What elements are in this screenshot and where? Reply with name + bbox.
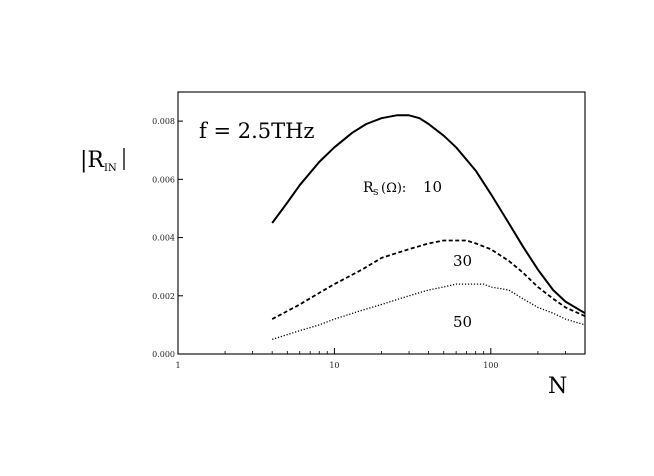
svg-text:S: S bbox=[373, 188, 378, 197]
x-tick-label-2: 100 bbox=[483, 361, 498, 370]
svg-text:R: R bbox=[363, 180, 374, 196]
x-tick-label-0: 1 bbox=[175, 361, 180, 370]
svg-text:IN: IN bbox=[104, 163, 117, 174]
y-tick-label-2: 0.004 bbox=[152, 234, 175, 243]
rs-annotation: R S (Ω): bbox=[363, 180, 406, 197]
svg-text:|R: |R bbox=[80, 148, 105, 173]
y-axis: 0.000 0.002 0.004 0.006 0.008 bbox=[152, 117, 183, 359]
y-tick-label-0: 0.000 bbox=[152, 350, 175, 359]
x-tick-label-1: 10 bbox=[329, 361, 339, 370]
series-label-50: 50 bbox=[453, 313, 472, 331]
svg-text:(Ω):: (Ω): bbox=[381, 181, 406, 196]
y-tick-label-1: 0.002 bbox=[152, 292, 175, 301]
series-line-10 bbox=[271, 114, 586, 315]
series-line-50 bbox=[272, 283, 586, 341]
series-label-30: 30 bbox=[453, 252, 472, 270]
series-label-10: 10 bbox=[423, 178, 442, 196]
y-tick-label-3: 0.006 bbox=[152, 175, 175, 184]
x-axis-label: N bbox=[548, 374, 567, 399]
y-axis-label: |R IN bbox=[80, 148, 125, 174]
x-axis: 1 10 100 bbox=[175, 348, 586, 370]
frequency-annotation: f = 2.5THz bbox=[199, 119, 315, 143]
series-group bbox=[271, 114, 586, 341]
series-line-30 bbox=[271, 239, 586, 320]
series-labels: 10 30 50 bbox=[423, 178, 472, 331]
y-tick-label-4: 0.008 bbox=[152, 117, 175, 126]
